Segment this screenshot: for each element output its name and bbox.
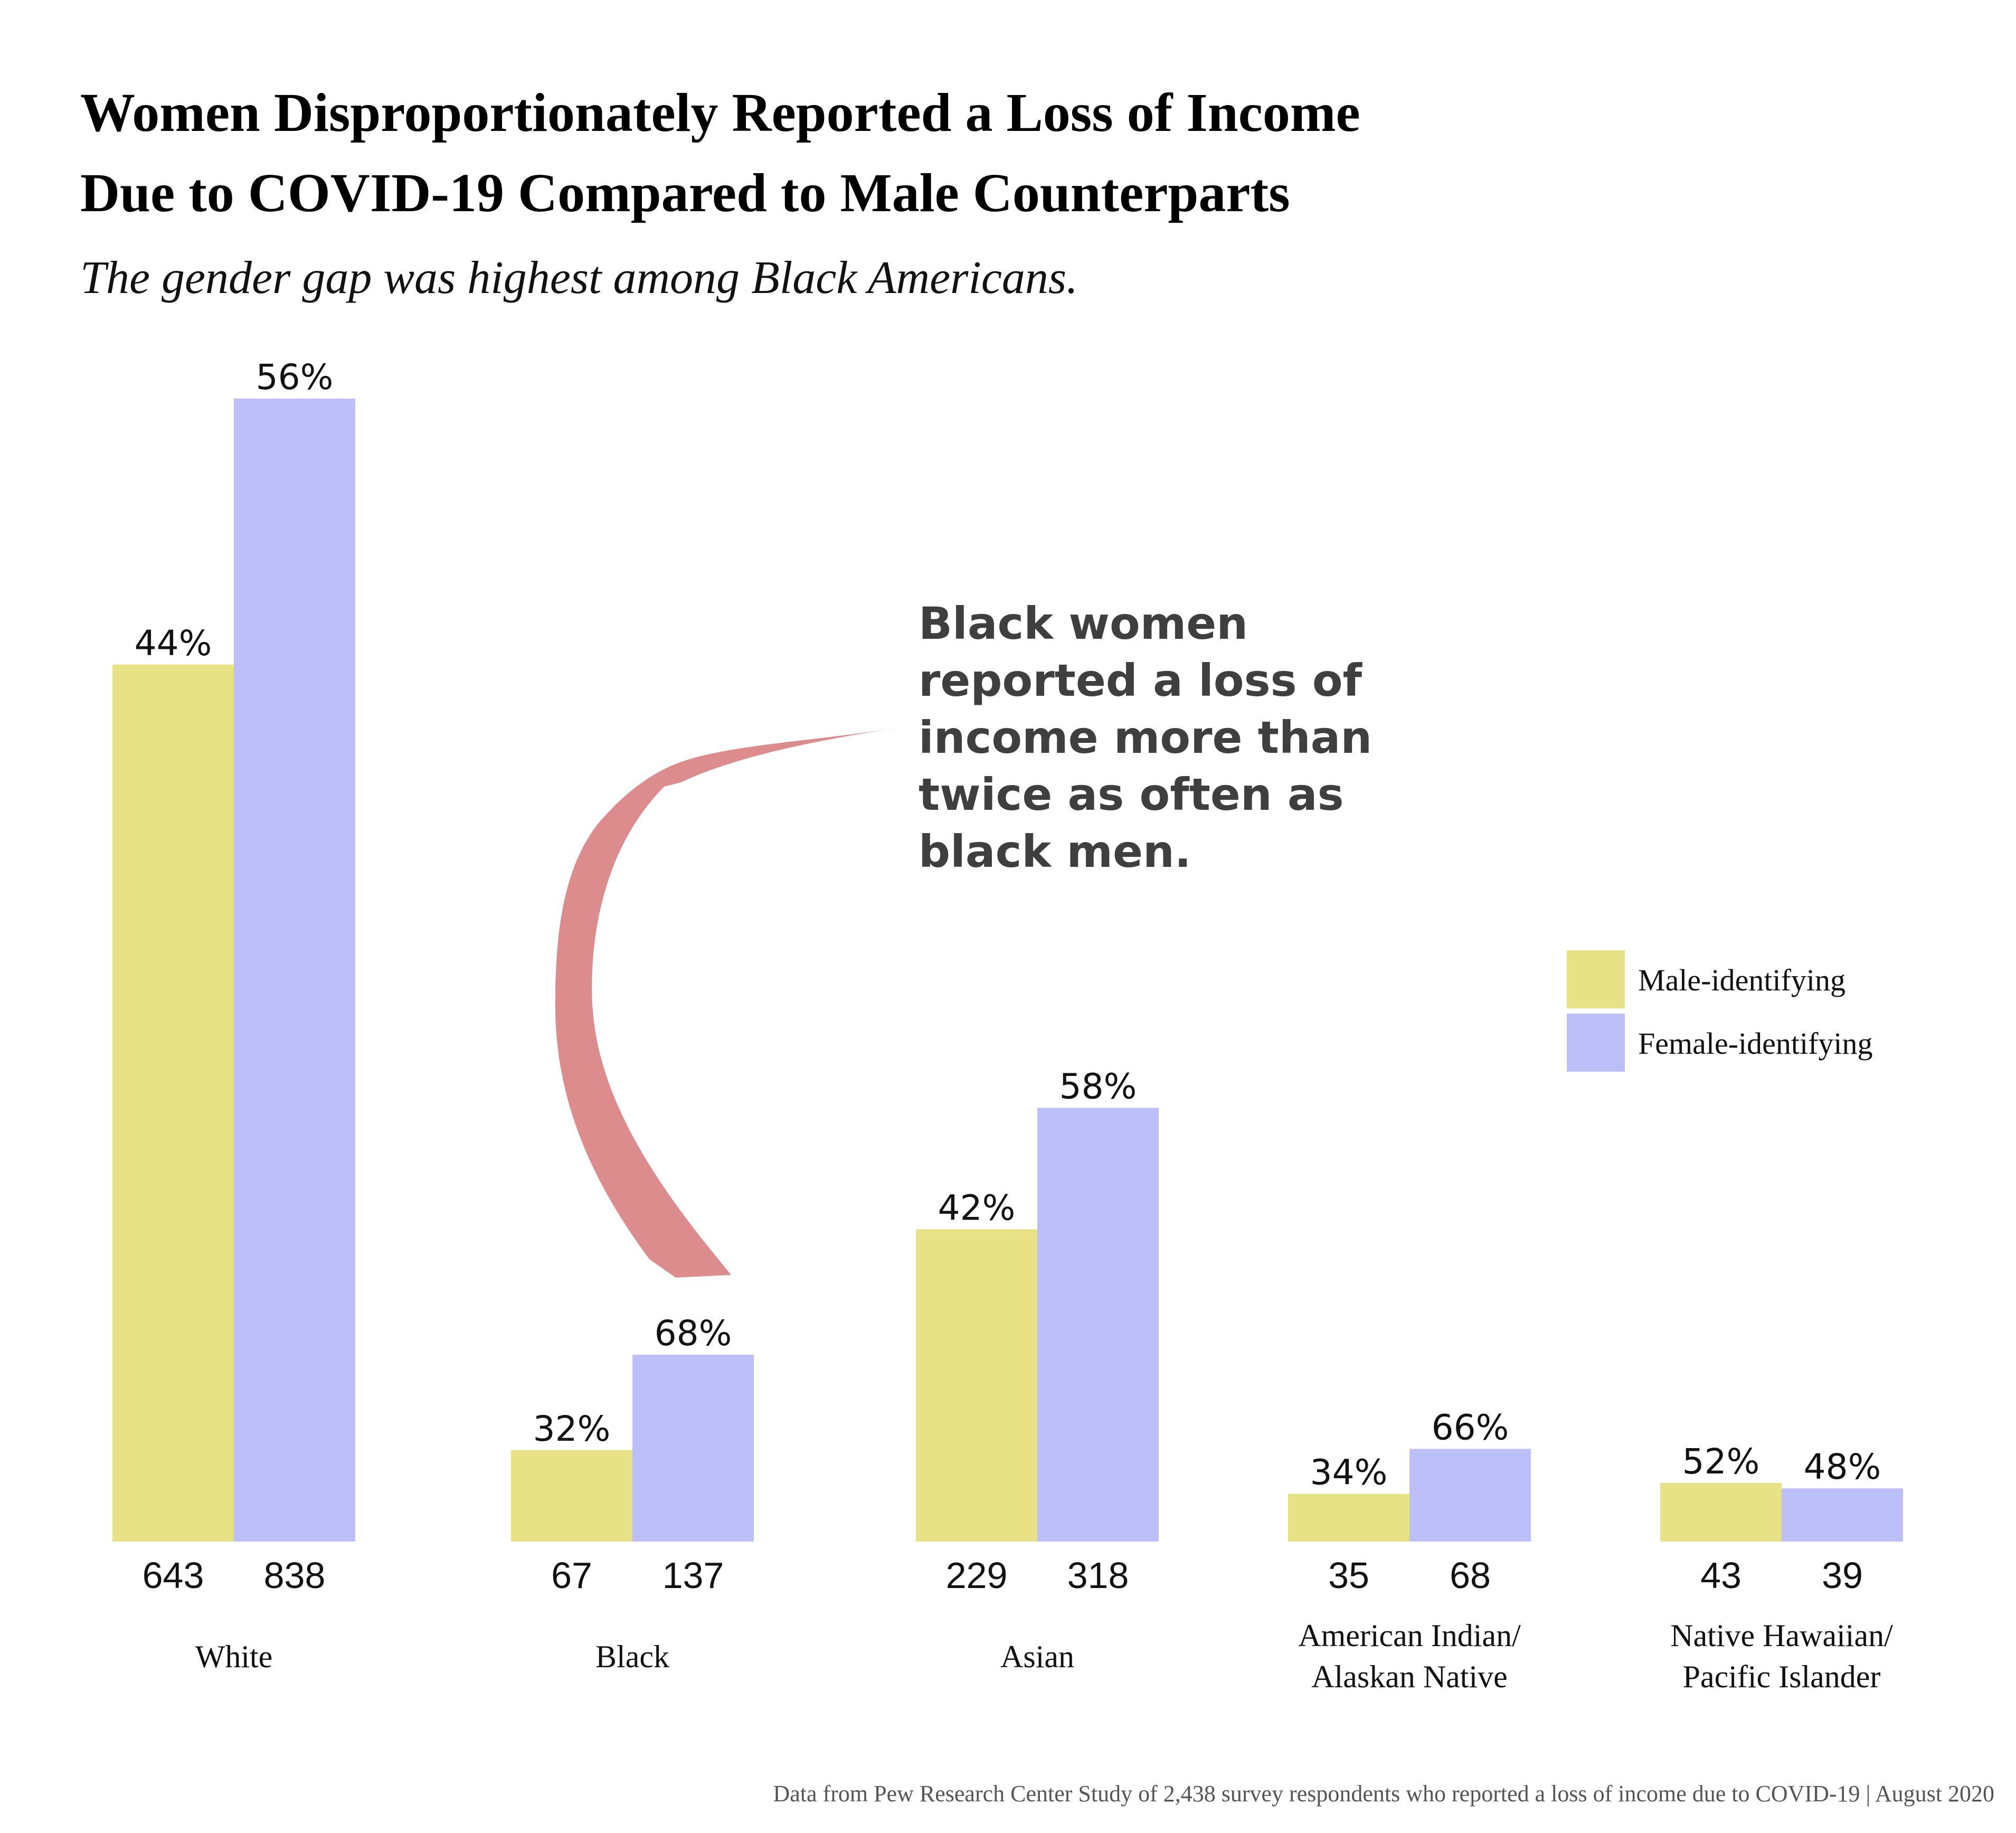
count-label-male-0: 643: [143, 1555, 204, 1596]
count-label-female-2: 318: [1067, 1555, 1129, 1596]
category-label-1-line-0: Black: [595, 1639, 669, 1674]
source-note: Data from Pew Research Center Study of 2…: [773, 1781, 1994, 1807]
bars-layer: [112, 399, 1903, 1542]
category-label-4-line-0: Native Hawaiian/: [1670, 1618, 1893, 1653]
bar-male-4: [1660, 1482, 1782, 1542]
bar-male-2: [916, 1229, 1037, 1542]
count-label-male-4: 43: [1700, 1555, 1741, 1596]
percent-label-female-0: 56%: [256, 357, 334, 398]
bar-female-1: [632, 1355, 754, 1542]
count-label-female-3: 68: [1450, 1555, 1491, 1596]
annotation-arrow: [555, 726, 907, 1278]
annotation-line-2: reported a loss of: [919, 655, 1363, 706]
bar-female-2: [1037, 1108, 1159, 1542]
bar-male-0: [112, 664, 234, 1542]
count-label-male-1: 67: [551, 1555, 592, 1596]
percent-label-male-3: 34%: [1310, 1452, 1388, 1493]
annotation-line-3: income more than: [919, 712, 1372, 763]
category-label-3-line-1: Alaskan Native: [1311, 1659, 1508, 1694]
count-label-female-4: 39: [1822, 1555, 1863, 1596]
percent-label-male-0: 44%: [135, 623, 212, 664]
count-label-male-3: 35: [1328, 1555, 1369, 1596]
category-label-2-line-0: Asian: [1000, 1639, 1074, 1674]
percent-label-male-1: 32%: [533, 1409, 611, 1449]
chart-subtitle: The gender gap was highest among Black A…: [80, 252, 1078, 304]
annotation-line-1: Black women: [919, 598, 1248, 649]
legend-label-female: Female-identifying: [1638, 1026, 1873, 1061]
category-label-4-line-1: Pacific Islander: [1683, 1659, 1881, 1694]
category-label-3-line-0: American Indian/: [1298, 1618, 1521, 1653]
annotation-line-4: twice as often as: [919, 769, 1344, 820]
annotation-line-5: black men.: [919, 826, 1191, 877]
count-label-female-1: 137: [662, 1555, 724, 1596]
percent-label-male-4: 52%: [1682, 1441, 1760, 1482]
percent-label-female-3: 66%: [1432, 1407, 1509, 1448]
chart-title-line-2: Due to COVID-19 Compared to Male Counter…: [80, 163, 1290, 223]
bar-female-3: [1409, 1449, 1531, 1542]
bar-male-3: [1288, 1494, 1409, 1542]
category-label-0-line-0: White: [195, 1639, 273, 1674]
legend-swatch-female: [1567, 1014, 1625, 1072]
count-label-female-0: 838: [264, 1555, 326, 1596]
count-label-male-2: 229: [946, 1555, 1008, 1596]
chart-title-line-1: Women Disproportionately Reported a Loss…: [80, 82, 1360, 143]
bar-female-0: [234, 399, 355, 1542]
bar-female-4: [1782, 1488, 1903, 1542]
percent-label-female-2: 58%: [1059, 1066, 1137, 1107]
legend-swatch-male: [1567, 950, 1625, 1008]
legend: Male-identifying Female-identifying: [1567, 950, 1873, 1072]
percent-label-female-1: 68%: [655, 1313, 732, 1354]
percent-label-male-2: 42%: [938, 1187, 1016, 1228]
bar-male-1: [511, 1450, 632, 1542]
legend-label-male: Male-identifying: [1638, 963, 1845, 997]
labels-layer: 44% 643 56% 838 White 32% 67 68% 137 Black 42% 229 5…: [135, 357, 1893, 1694]
percent-label-female-4: 48%: [1804, 1447, 1881, 1487]
